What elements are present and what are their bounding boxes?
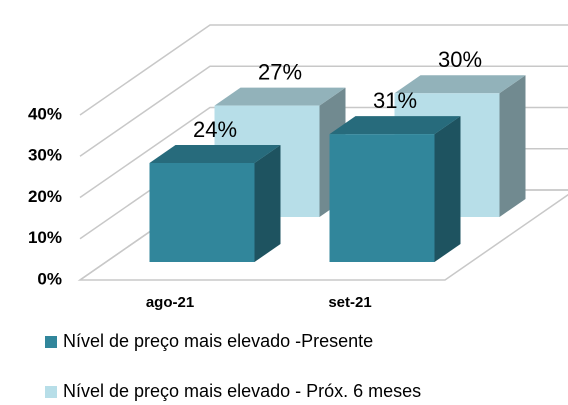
y-tick-label: 10% bbox=[28, 228, 62, 247]
legend-swatch bbox=[45, 336, 57, 348]
bar-top bbox=[329, 116, 461, 135]
y-tick-label: 40% bbox=[28, 104, 62, 123]
x-tick-label: set-21 bbox=[328, 294, 371, 311]
y-tick-label: 30% bbox=[28, 146, 62, 165]
legend-label: Nível de preço mais elevado - Próx. 6 me… bbox=[63, 381, 421, 401]
bar-side bbox=[499, 75, 526, 217]
legend-label: Nível de preço mais elevado -Presente bbox=[63, 331, 373, 351]
bar-side bbox=[254, 145, 281, 262]
bar bbox=[149, 163, 255, 262]
y-tick-label: 20% bbox=[28, 187, 62, 206]
bar-top bbox=[149, 145, 281, 163]
x-tick-label: ago-21 bbox=[146, 294, 194, 311]
grid-line bbox=[79, 24, 568, 116]
value-label: 27% bbox=[258, 59, 302, 84]
bar bbox=[329, 134, 435, 262]
bar-side bbox=[434, 116, 461, 262]
y-tick-label: 0% bbox=[37, 269, 62, 288]
value-label: 24% bbox=[193, 117, 237, 142]
value-label: 31% bbox=[373, 88, 417, 113]
value-label: 30% bbox=[438, 47, 482, 72]
legend-swatch bbox=[45, 386, 57, 398]
bar-top bbox=[394, 75, 526, 94]
bar-top bbox=[214, 87, 346, 106]
grid-line bbox=[79, 65, 568, 157]
